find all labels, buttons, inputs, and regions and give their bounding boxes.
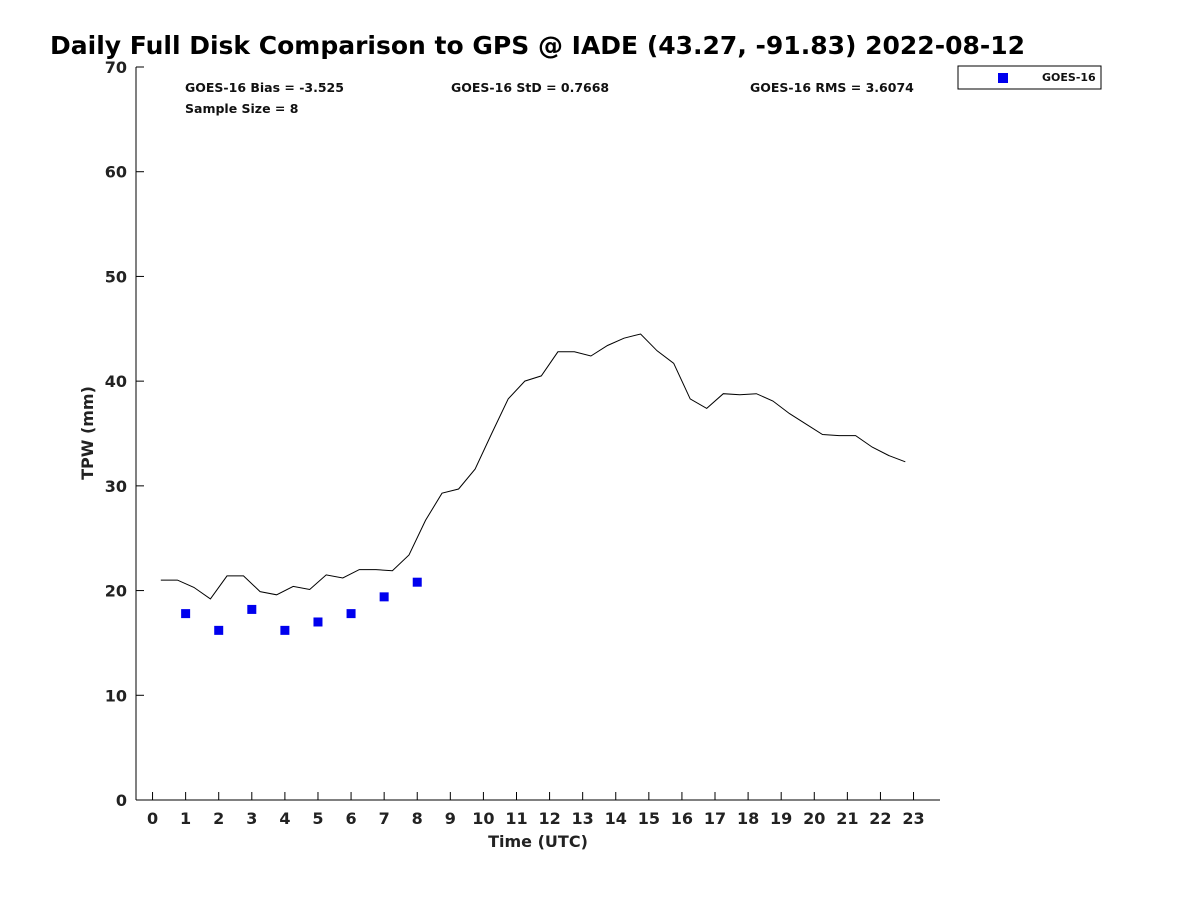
x-tick-label: 0 — [147, 809, 158, 828]
goes16-series — [181, 577, 422, 635]
legend-marker-goes16 — [998, 73, 1008, 83]
y-axis: 0 10 20 30 40 50 60 70 — [105, 58, 144, 810]
x-tick-label: 5 — [312, 809, 323, 828]
x-tick-label: 6 — [345, 809, 356, 828]
std-stat: GOES-16 StD = 0.7668 — [451, 80, 609, 95]
x-tick-label: 11 — [505, 809, 527, 828]
x-tick-label: 10 — [472, 809, 494, 828]
x-axis-label: Time (UTC) — [488, 832, 588, 851]
sample-size-stat: Sample Size = 8 — [185, 101, 298, 116]
x-tick-label: 12 — [538, 809, 560, 828]
y-axis-label: TPW (mm) — [78, 386, 97, 480]
gps-line — [160, 333, 906, 600]
x-tick-label: 13 — [572, 809, 594, 828]
x-tick-label: 16 — [671, 809, 693, 828]
y-tick-label: 60 — [105, 163, 127, 182]
goes16-point — [247, 604, 257, 614]
goes16-point — [313, 617, 323, 627]
x-tick-label: 1 — [180, 809, 191, 828]
x-tick-label: 23 — [902, 809, 924, 828]
y-tick-label: 70 — [105, 58, 127, 77]
y-tick-label: 50 — [105, 267, 127, 286]
x-tick-label: 22 — [869, 809, 891, 828]
y-tick-label: 10 — [105, 686, 127, 705]
x-tick-label: 9 — [445, 809, 456, 828]
goes16-point — [214, 625, 224, 635]
y-tick-label: 20 — [105, 582, 127, 601]
goes16-point — [280, 625, 290, 635]
goes16-point — [412, 577, 422, 587]
x-tick-label: 2 — [213, 809, 224, 828]
chart-title: Daily Full Disk Comparison to GPS @ IADE… — [50, 31, 1025, 60]
y-tick-label: 40 — [105, 372, 127, 391]
x-tick-label: 20 — [803, 809, 825, 828]
x-tick-label: 8 — [412, 809, 423, 828]
x-tick-label: 17 — [704, 809, 726, 828]
x-tick-label: 4 — [279, 809, 290, 828]
rms-stat: GOES-16 RMS = 3.6074 — [750, 80, 914, 95]
x-tick-label: 21 — [836, 809, 858, 828]
goes16-point — [346, 609, 356, 619]
x-tick-label: 7 — [379, 809, 390, 828]
goes16-point — [379, 592, 389, 602]
y-tick-label: 30 — [105, 477, 127, 496]
x-axis: 0 1 2 3 4 5 6 7 8 9 10 11 12 13 14 15 16 17 18 19 20 21 22 23 — [147, 792, 925, 828]
axes — [135, 67, 940, 801]
x-tick-label: 18 — [737, 809, 759, 828]
goes16-point — [181, 609, 191, 619]
legend-box — [957, 65, 1102, 90]
x-tick-label: 19 — [770, 809, 792, 828]
x-tick-label: 15 — [638, 809, 660, 828]
legend: GOES-16 — [957, 65, 1102, 90]
gps-series — [160, 333, 906, 600]
x-tick-label: 14 — [605, 809, 627, 828]
bias-stat: GOES-16 Bias = -3.525 — [185, 80, 344, 95]
y-tick-label: 0 — [116, 791, 127, 810]
legend-label-goes16: GOES-16 — [1042, 71, 1096, 84]
x-tick-label: 3 — [246, 809, 257, 828]
